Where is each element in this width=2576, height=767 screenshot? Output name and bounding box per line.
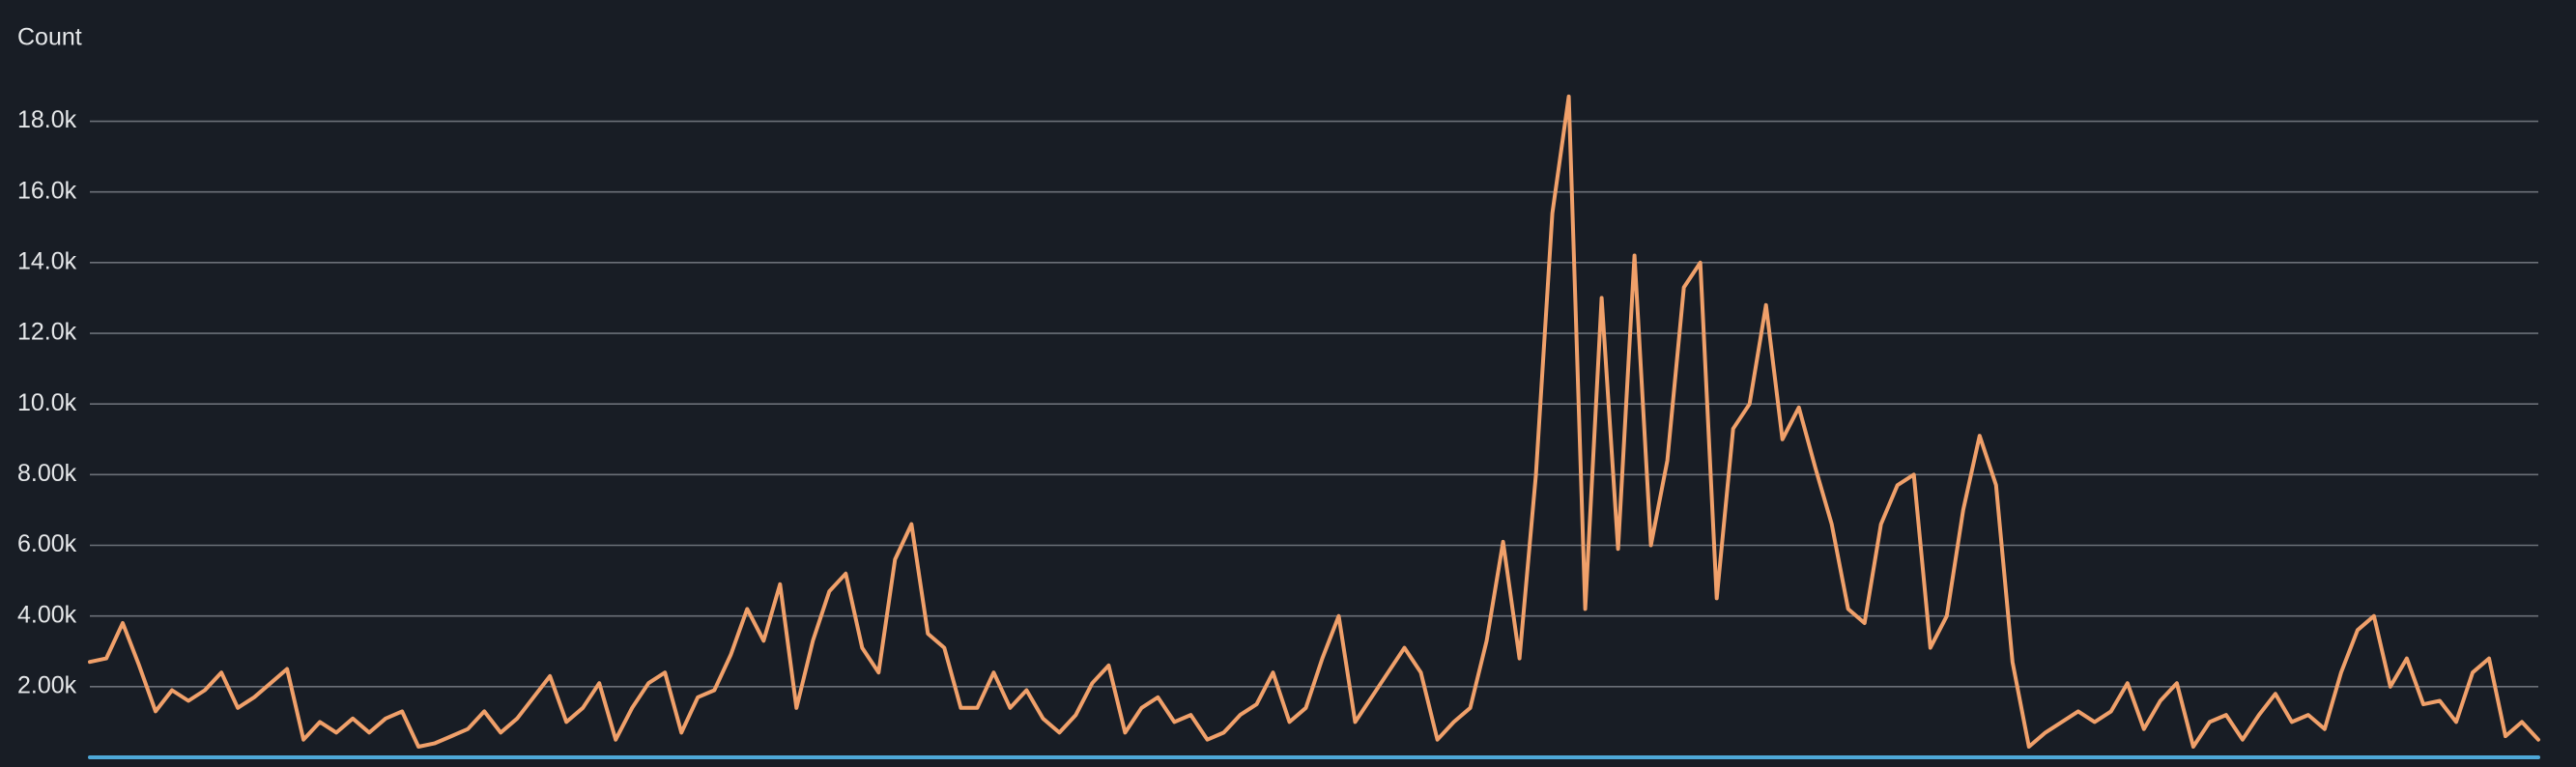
y-tick-label: 12.0k	[17, 319, 77, 346]
y-tick-label: 4.00k	[17, 601, 77, 628]
y-tick-label: 2.00k	[17, 671, 77, 698]
y-tick-label: 6.00k	[17, 530, 77, 557]
y-tick-label: 18.0k	[17, 106, 77, 133]
y-tick-label: 10.0k	[17, 389, 77, 416]
data-line	[88, 94, 2540, 749]
y-axis-label: Count	[17, 24, 82, 51]
y-tick-label: 16.0k	[17, 177, 77, 204]
y-tick-label: 8.00k	[17, 460, 77, 487]
y-tick-label: 14.0k	[17, 247, 77, 274]
